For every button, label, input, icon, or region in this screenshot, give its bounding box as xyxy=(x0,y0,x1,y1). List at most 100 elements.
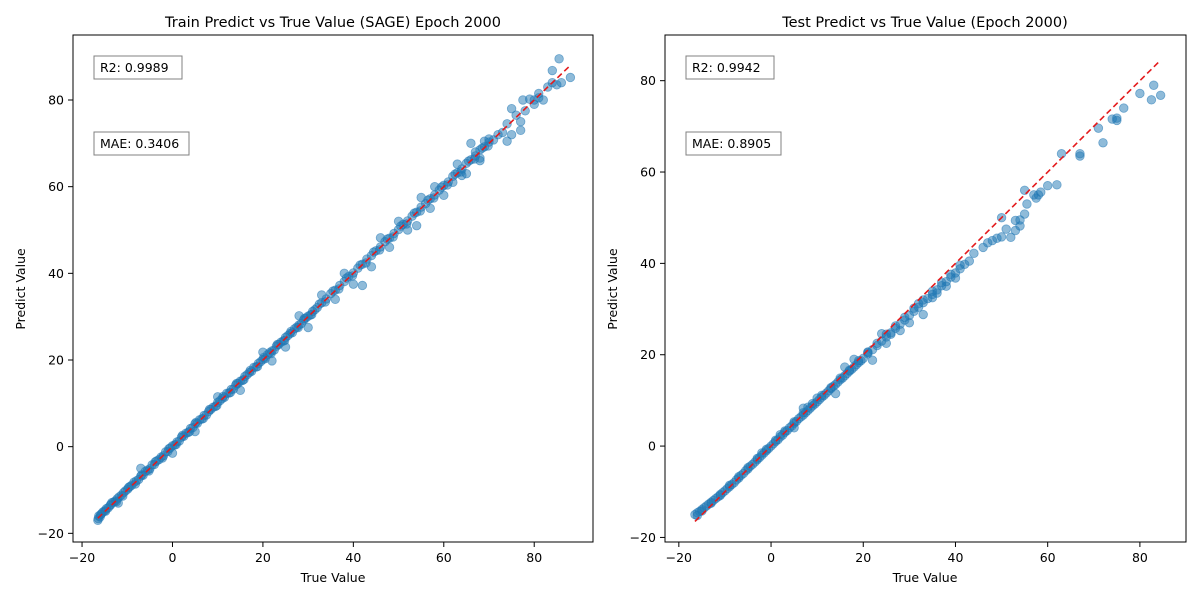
train-data-point xyxy=(534,88,544,99)
train-ideal-line xyxy=(97,64,571,519)
test-data-point xyxy=(867,355,878,365)
test-plot-frame xyxy=(664,34,1187,543)
train-data-point xyxy=(118,491,128,501)
test-x-tick-label: 40 xyxy=(948,550,964,565)
test-data-point xyxy=(840,362,850,372)
test-y-tick-label: 60 xyxy=(640,165,656,180)
test-data-point xyxy=(1052,180,1062,190)
test-x-tick-label: 60 xyxy=(1040,550,1056,565)
train-scatter-panel: Train Predict vs True Value (SAGE) Epoch… xyxy=(13,15,594,585)
test-data-point xyxy=(1135,88,1145,99)
train-data-point xyxy=(258,347,268,357)
test-data-point xyxy=(964,256,975,266)
test-mae-text: MAE: 0.8905 xyxy=(692,136,771,151)
test-y-tick-label: 20 xyxy=(640,347,656,362)
test-x-tick-label: −20 xyxy=(666,550,692,565)
train-data-point xyxy=(506,129,517,140)
train-data-point xyxy=(130,479,141,489)
train-r2-annotation: R2: 0.9989 xyxy=(93,55,183,80)
train-y-tick-label: 40 xyxy=(48,266,64,281)
train-data-point xyxy=(190,426,200,437)
test-data-point xyxy=(1112,113,1122,123)
test-data-point xyxy=(706,498,716,508)
train-data-point xyxy=(556,77,567,88)
train-data-point xyxy=(136,463,146,474)
train-data-point xyxy=(452,159,463,169)
train-data-point xyxy=(113,498,123,508)
train-x-tick-label: 0 xyxy=(169,550,177,565)
train-data-point xyxy=(198,413,208,424)
train-data-point xyxy=(502,136,512,146)
train-data-point xyxy=(280,342,291,352)
train-data-point xyxy=(415,206,425,216)
train-data-point xyxy=(497,127,508,138)
train-data-point xyxy=(511,110,521,120)
test-y-tick-label: 80 xyxy=(640,73,656,88)
test-data-point xyxy=(1119,103,1129,113)
train-x-axis-label: True Value xyxy=(300,570,366,585)
train-y-tick-label: 0 xyxy=(56,439,64,454)
test-data-point xyxy=(932,288,942,298)
train-mae-text: MAE: 0.3406 xyxy=(100,136,179,151)
test-data-point xyxy=(1155,90,1166,100)
test-data-point xyxy=(863,347,873,358)
test-r2-annotation: R2: 0.9942 xyxy=(685,55,775,80)
test-x-tick-label: 0 xyxy=(767,550,775,565)
train-data-point xyxy=(245,365,255,376)
test-ticks: −20 0 20 40 60 80 −20 0 20 40 60 80 xyxy=(630,73,1148,565)
test-data-point xyxy=(886,329,896,339)
test-data-points xyxy=(690,80,1166,521)
test-data-point xyxy=(830,388,841,399)
test-data-point xyxy=(1036,187,1046,197)
train-data-point xyxy=(144,466,154,476)
train-y-tick-label: 20 xyxy=(48,353,64,368)
test-data-point xyxy=(1075,151,1085,161)
train-y-tick-label: 80 xyxy=(48,93,64,108)
train-data-point xyxy=(157,453,168,463)
train-data-point xyxy=(384,242,395,253)
train-data-point xyxy=(239,374,249,385)
train-data-point xyxy=(171,439,181,450)
test-data-point xyxy=(724,480,735,491)
test-data-point xyxy=(969,248,979,259)
train-data-point xyxy=(374,245,385,255)
train-data-point xyxy=(538,95,548,105)
train-data-point xyxy=(515,116,526,127)
test-data-point xyxy=(1056,149,1067,159)
train-data-point xyxy=(506,103,517,114)
test-y-axis-label: Predict Value xyxy=(605,248,620,330)
train-data-point xyxy=(347,271,358,281)
test-ideal-line xyxy=(694,59,1162,523)
train-data-point xyxy=(430,181,440,192)
test-data-point xyxy=(803,402,813,412)
test-data-point xyxy=(1001,224,1011,234)
train-data-point xyxy=(204,404,215,415)
test-data-point xyxy=(876,329,887,339)
train-data-point xyxy=(167,448,178,458)
train-data-point xyxy=(339,268,350,279)
test-data-point xyxy=(1149,80,1159,90)
test-data-point xyxy=(904,318,915,328)
train-data-point xyxy=(212,392,223,402)
train-r2-text: R2: 0.9989 xyxy=(100,60,169,75)
train-data-point xyxy=(348,279,359,289)
train-data-point xyxy=(461,168,472,179)
train-data-point xyxy=(416,192,426,203)
test-data-point xyxy=(775,429,785,440)
test-data-point xyxy=(1093,123,1104,133)
train-ticks: −20 0 20 40 60 80 −20 0 20 40 60 80 xyxy=(38,93,543,566)
train-data-point xyxy=(393,216,404,227)
test-data-point xyxy=(941,281,951,291)
test-data-point xyxy=(955,260,965,270)
test-data-point xyxy=(918,309,928,320)
test-data-point xyxy=(895,325,905,336)
test-y-tick-label: −20 xyxy=(630,530,656,545)
train-chart-title: Train Predict vs True Value (SAGE) Epoch… xyxy=(164,15,501,31)
train-data-point xyxy=(357,280,368,291)
train-data-point xyxy=(439,190,449,201)
test-y-tick-label: 40 xyxy=(640,256,656,271)
train-data-point xyxy=(235,385,246,396)
test-data-point xyxy=(1022,199,1032,209)
train-data-point xyxy=(330,294,340,305)
